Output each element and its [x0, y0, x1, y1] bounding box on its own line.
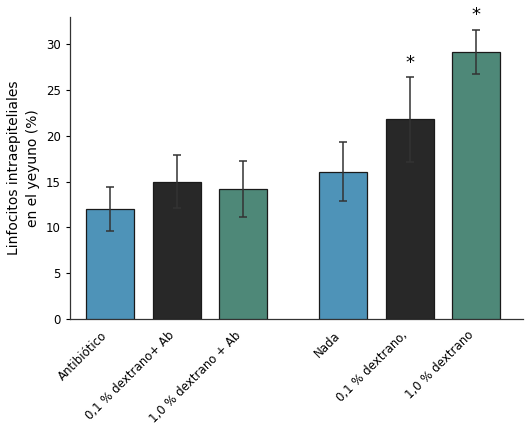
Bar	[386, 119, 434, 319]
Bar	[86, 209, 134, 319]
Bar	[453, 52, 500, 319]
Text: *: *	[405, 54, 414, 72]
Bar	[319, 172, 367, 319]
Y-axis label: Linfocitos intraepiteliales
en el yeyuno (%): Linfocitos intraepiteliales en el yeyuno…	[7, 81, 40, 255]
Bar	[219, 189, 267, 319]
Text: *: *	[472, 6, 481, 24]
Bar	[153, 182, 200, 319]
